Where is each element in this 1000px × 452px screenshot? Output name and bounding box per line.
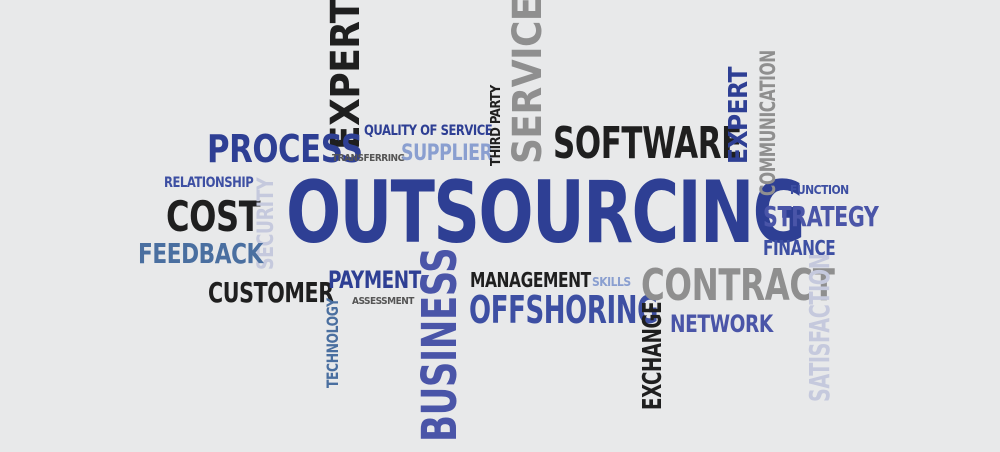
word-customer: CUSTOMER bbox=[208, 276, 334, 309]
word-function: FUNCTION bbox=[790, 183, 849, 197]
word-quality-of-service: QUALITY OF SERVICE bbox=[364, 123, 493, 139]
word-skills: SKILLS bbox=[592, 275, 631, 289]
word-services: SERVICES bbox=[505, 0, 551, 164]
word-payment: PAYMENT bbox=[328, 266, 421, 294]
word-software: SOFTWARE bbox=[553, 118, 742, 169]
word-strategy: STRATEGY bbox=[763, 200, 879, 233]
word-exchange: EXCHANGE bbox=[638, 301, 668, 410]
word-process: PROCESS bbox=[207, 127, 363, 171]
word-expert: EXPERT bbox=[724, 67, 754, 164]
word-satisfaction: SATISFACTION bbox=[803, 253, 836, 402]
word-contract: CONTRACT bbox=[641, 260, 835, 311]
word-finance: FINANCE bbox=[763, 236, 836, 260]
word-offshoring: OFFSHORING bbox=[469, 288, 659, 332]
word-outsourcing: OUTSOURCING bbox=[286, 163, 806, 263]
word-assessment: ASSESSMENT bbox=[352, 296, 414, 307]
word-cost: COST bbox=[166, 192, 261, 241]
word-business: BUSINESS bbox=[412, 247, 468, 442]
word-network: NETWORK bbox=[670, 310, 773, 338]
word-communication: COMMUNICATION bbox=[756, 50, 780, 196]
word-relationship: RELATIONSHIP bbox=[164, 175, 254, 191]
word-transferring: TRANSFERRING bbox=[332, 153, 405, 164]
word-feedback: FEEDBACK bbox=[138, 237, 263, 270]
word-technology: TECHNOLOGY bbox=[323, 298, 342, 388]
word-supplier: SUPPLIER bbox=[401, 141, 493, 166]
word-management: MANAGEMENT bbox=[470, 268, 591, 292]
word-third-party: THIRD PARTY bbox=[489, 85, 504, 166]
